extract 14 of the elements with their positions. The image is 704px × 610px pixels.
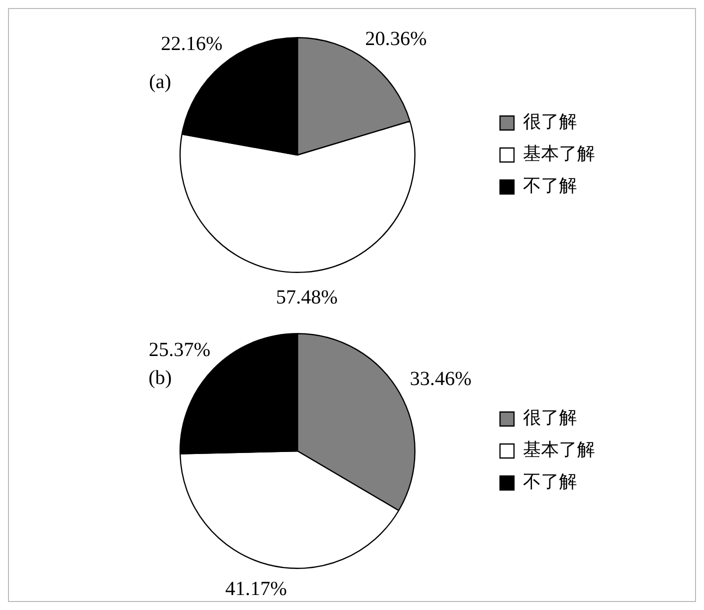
legend-label: 很了解 (523, 408, 577, 429)
data-label: 22.16% (160, 33, 223, 56)
legend-label: 基本了解 (523, 440, 595, 461)
text: (a) (149, 70, 172, 93)
legend-label: 基本了解 (523, 144, 595, 165)
data-label: 33.46% (410, 368, 472, 390)
data-label: 41.17% (225, 578, 287, 600)
legend-label: 不了解 (523, 472, 577, 493)
data-label: 20.36% (365, 28, 427, 50)
text: (b) (148, 366, 172, 389)
data-label: 57.48% (276, 286, 338, 308)
legend-label: 不了解 (523, 176, 577, 197)
legend-label: 很了解 (523, 112, 577, 133)
data-label: 25.37% (148, 339, 210, 362)
